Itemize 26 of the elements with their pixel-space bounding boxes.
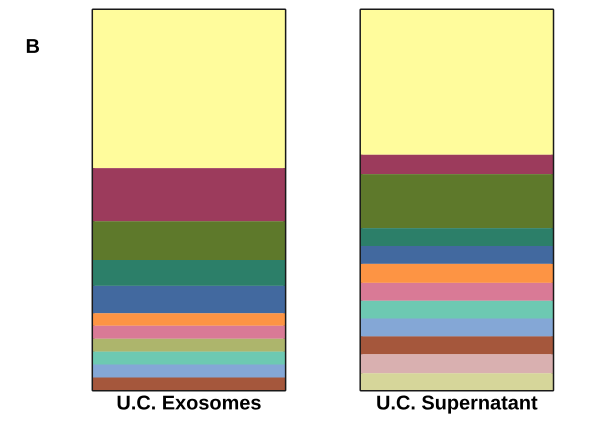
bar xyxy=(360,318,553,336)
bar xyxy=(360,264,553,283)
bar xyxy=(93,364,285,378)
text: B xyxy=(26,39,40,53)
bar xyxy=(93,338,285,352)
bar xyxy=(360,228,553,246)
bar xyxy=(93,326,285,339)
bar xyxy=(360,336,553,354)
x-tick-label: U.C. Supernatant xyxy=(377,396,538,414)
bar xyxy=(360,174,553,228)
bar xyxy=(93,352,285,365)
bar xyxy=(360,373,553,390)
bar xyxy=(93,286,285,314)
bar xyxy=(360,10,553,155)
bar xyxy=(93,168,285,222)
bar xyxy=(360,246,553,264)
bar xyxy=(93,260,285,286)
x-tick-label: U.C. Exosomes xyxy=(118,396,261,410)
bar xyxy=(360,282,553,301)
bar xyxy=(93,313,285,326)
bar xyxy=(93,377,285,390)
bar xyxy=(360,300,553,319)
bar xyxy=(93,10,285,168)
bar xyxy=(360,354,553,374)
bar xyxy=(93,221,285,260)
bar xyxy=(360,154,553,174)
